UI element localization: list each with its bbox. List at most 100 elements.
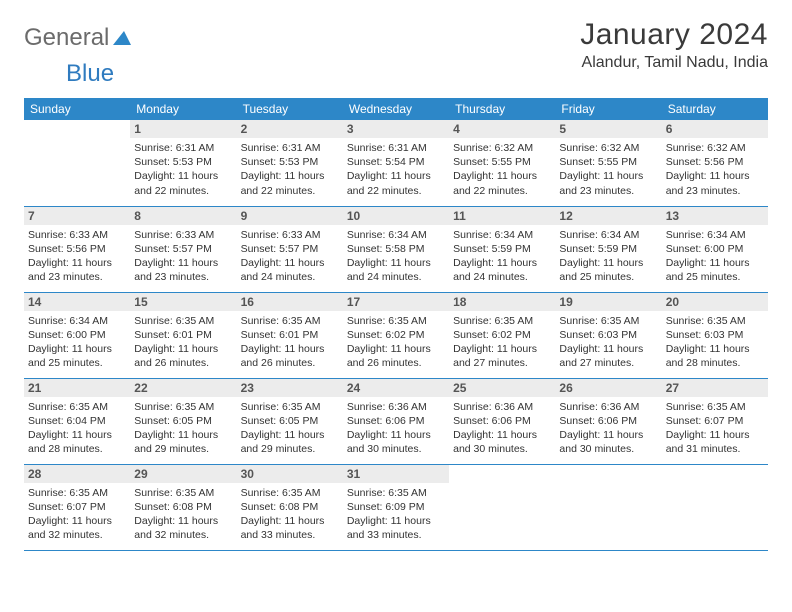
calendar-cell: 6 Sunrise: 6:32 AMSunset: 5:56 PMDaylight…: [662, 120, 768, 206]
calendar-cell: 22 Sunrise: 6:35 AMSunset: 6:05 PMDayligh…: [130, 378, 236, 464]
day-details: Sunrise: 6:35 AMSunset: 6:07 PMDaylight:…: [666, 400, 764, 457]
day-details: Sunrise: 6:35 AMSunset: 6:01 PMDaylight:…: [241, 314, 339, 371]
day-details: Sunrise: 6:33 AMSunset: 5:57 PMDaylight:…: [241, 228, 339, 285]
calendar-cell: 2 Sunrise: 6:31 AMSunset: 5:53 PMDaylight…: [237, 120, 343, 206]
month-title: January 2024: [580, 18, 768, 52]
day-details: Sunrise: 6:35 AMSunset: 6:02 PMDaylight:…: [347, 314, 445, 371]
day-details: Sunrise: 6:35 AMSunset: 6:08 PMDaylight:…: [134, 486, 232, 543]
calendar-cell: 24 Sunrise: 6:36 AMSunset: 6:06 PMDayligh…: [343, 378, 449, 464]
day-number: 2: [237, 120, 343, 138]
day-details: Sunrise: 6:32 AMSunset: 5:56 PMDaylight:…: [666, 141, 764, 198]
calendar-cell: 9 Sunrise: 6:33 AMSunset: 5:57 PMDaylight…: [237, 206, 343, 292]
day-details: Sunrise: 6:33 AMSunset: 5:57 PMDaylight:…: [134, 228, 232, 285]
day-details: Sunrise: 6:34 AMSunset: 5:59 PMDaylight:…: [559, 228, 657, 285]
day-number: 16: [237, 293, 343, 311]
calendar-cell: 23 Sunrise: 6:35 AMSunset: 6:05 PMDayligh…: [237, 378, 343, 464]
day-details: Sunrise: 6:36 AMSunset: 6:06 PMDaylight:…: [453, 400, 551, 457]
day-header: Tuesday: [237, 98, 343, 120]
day-number: 7: [24, 207, 130, 225]
day-number: 29: [130, 465, 236, 483]
day-number: 4: [449, 120, 555, 138]
calendar-cell: 16 Sunrise: 6:35 AMSunset: 6:01 PMDayligh…: [237, 292, 343, 378]
day-details: Sunrise: 6:35 AMSunset: 6:05 PMDaylight:…: [134, 400, 232, 457]
calendar-cell: 27 Sunrise: 6:35 AMSunset: 6:07 PMDayligh…: [662, 378, 768, 464]
day-header: Monday: [130, 98, 236, 120]
calendar-cell: 12 Sunrise: 6:34 AMSunset: 5:59 PMDayligh…: [555, 206, 661, 292]
day-details: Sunrise: 6:31 AMSunset: 5:53 PMDaylight:…: [134, 141, 232, 198]
day-number: 6: [662, 120, 768, 138]
logo-text-a: General: [24, 24, 109, 52]
day-header: Sunday: [24, 98, 130, 120]
day-details: Sunrise: 6:35 AMSunset: 6:05 PMDaylight:…: [241, 400, 339, 457]
calendar-cell: 8 Sunrise: 6:33 AMSunset: 5:57 PMDaylight…: [130, 206, 236, 292]
calendar-cell: 7 Sunrise: 6:33 AMSunset: 5:56 PMDaylight…: [24, 206, 130, 292]
day-number: 11: [449, 207, 555, 225]
calendar-cell: 11 Sunrise: 6:34 AMSunset: 5:59 PMDayligh…: [449, 206, 555, 292]
day-number: 27: [662, 379, 768, 397]
day-number: 26: [555, 379, 661, 397]
calendar-cell: 15 Sunrise: 6:35 AMSunset: 6:01 PMDayligh…: [130, 292, 236, 378]
day-details: Sunrise: 6:35 AMSunset: 6:03 PMDaylight:…: [559, 314, 657, 371]
calendar-cell: 14 Sunrise: 6:34 AMSunset: 6:00 PMDayligh…: [24, 292, 130, 378]
day-header: Friday: [555, 98, 661, 120]
calendar-cell: 21 Sunrise: 6:35 AMSunset: 6:04 PMDayligh…: [24, 378, 130, 464]
day-details: Sunrise: 6:31 AMSunset: 5:54 PMDaylight:…: [347, 141, 445, 198]
day-number: 23: [237, 379, 343, 397]
calendar-body: 1 Sunrise: 6:31 AMSunset: 5:53 PMDaylight…: [24, 120, 768, 550]
calendar-table: SundayMondayTuesdayWednesdayThursdayFrid…: [24, 98, 768, 551]
day-details: Sunrise: 6:35 AMSunset: 6:04 PMDaylight:…: [28, 400, 126, 457]
day-details: Sunrise: 6:33 AMSunset: 5:56 PMDaylight:…: [28, 228, 126, 285]
day-details: Sunrise: 6:35 AMSunset: 6:01 PMDaylight:…: [134, 314, 232, 371]
day-number: 18: [449, 293, 555, 311]
calendar-cell: 17 Sunrise: 6:35 AMSunset: 6:02 PMDayligh…: [343, 292, 449, 378]
day-number: 30: [237, 465, 343, 483]
day-number: 10: [343, 207, 449, 225]
calendar-cell: 28Sunrise: 6:35 AMSunset: 6:07 PMDayligh…: [24, 464, 130, 550]
day-number: 12: [555, 207, 661, 225]
day-number: 22: [130, 379, 236, 397]
logo-triangle-icon: [113, 31, 135, 45]
day-details: Sunrise: 6:34 AMSunset: 5:58 PMDaylight:…: [347, 228, 445, 285]
day-number: 5: [555, 120, 661, 138]
day-number: 31: [343, 465, 449, 483]
day-header: Wednesday: [343, 98, 449, 120]
day-number: 1: [130, 120, 236, 138]
day-details: Sunrise: 6:36 AMSunset: 6:06 PMDaylight:…: [347, 400, 445, 457]
location: Alandur, Tamil Nadu, India: [580, 54, 768, 72]
day-number: 15: [130, 293, 236, 311]
day-number: 8: [130, 207, 236, 225]
day-details: Sunrise: 6:34 AMSunset: 6:00 PMDaylight:…: [666, 228, 764, 285]
day-number: 21: [24, 379, 130, 397]
day-number: 24: [343, 379, 449, 397]
day-details: Sunrise: 6:35 AMSunset: 6:07 PMDaylight:…: [28, 486, 126, 543]
day-details: Sunrise: 6:35 AMSunset: 6:08 PMDaylight:…: [241, 486, 339, 543]
calendar-cell: 10 Sunrise: 6:34 AMSunset: 5:58 PMDayligh…: [343, 206, 449, 292]
day-details: Sunrise: 6:35 AMSunset: 6:09 PMDaylight:…: [347, 486, 445, 543]
calendar-cell: 1 Sunrise: 6:31 AMSunset: 5:53 PMDaylight…: [130, 120, 236, 206]
calendar-cell: 19Sunrise: 6:35 AMSunset: 6:03 PMDayligh…: [555, 292, 661, 378]
day-number: 9: [237, 207, 343, 225]
day-number: 25: [449, 379, 555, 397]
day-details: Sunrise: 6:31 AMSunset: 5:53 PMDaylight:…: [241, 141, 339, 198]
calendar-cell: [449, 464, 555, 550]
logo: General: [24, 18, 135, 52]
calendar-cell: 30 Sunrise: 6:35 AMSunset: 6:08 PMDayligh…: [237, 464, 343, 550]
calendar-cell: 29 Sunrise: 6:35 AMSunset: 6:08 PMDayligh…: [130, 464, 236, 550]
title-block: January 2024 Alandur, Tamil Nadu, India: [580, 18, 768, 72]
calendar-cell: [662, 464, 768, 550]
day-number: 14: [24, 293, 130, 311]
day-number: 17: [343, 293, 449, 311]
calendar-header-row: SundayMondayTuesdayWednesdayThursdayFrid…: [24, 98, 768, 120]
calendar-cell: 5Sunrise: 6:32 AMSunset: 5:55 PMDaylight…: [555, 120, 661, 206]
calendar-cell: 4Sunrise: 6:32 AMSunset: 5:55 PMDaylight…: [449, 120, 555, 206]
day-number: 13: [662, 207, 768, 225]
day-details: Sunrise: 6:35 AMSunset: 6:03 PMDaylight:…: [666, 314, 764, 371]
calendar-cell: 31 Sunrise: 6:35 AMSunset: 6:09 PMDayligh…: [343, 464, 449, 550]
day-details: Sunrise: 6:34 AMSunset: 5:59 PMDaylight:…: [453, 228, 551, 285]
calendar-cell: 13 Sunrise: 6:34 AMSunset: 6:00 PMDayligh…: [662, 206, 768, 292]
day-details: Sunrise: 6:34 AMSunset: 6:00 PMDaylight:…: [28, 314, 126, 371]
day-details: Sunrise: 6:35 AMSunset: 6:02 PMDaylight:…: [453, 314, 551, 371]
calendar-cell: 18 Sunrise: 6:35 AMSunset: 6:02 PMDayligh…: [449, 292, 555, 378]
day-number: 20: [662, 293, 768, 311]
calendar-cell: 25 Sunrise: 6:36 AMSunset: 6:06 PMDayligh…: [449, 378, 555, 464]
